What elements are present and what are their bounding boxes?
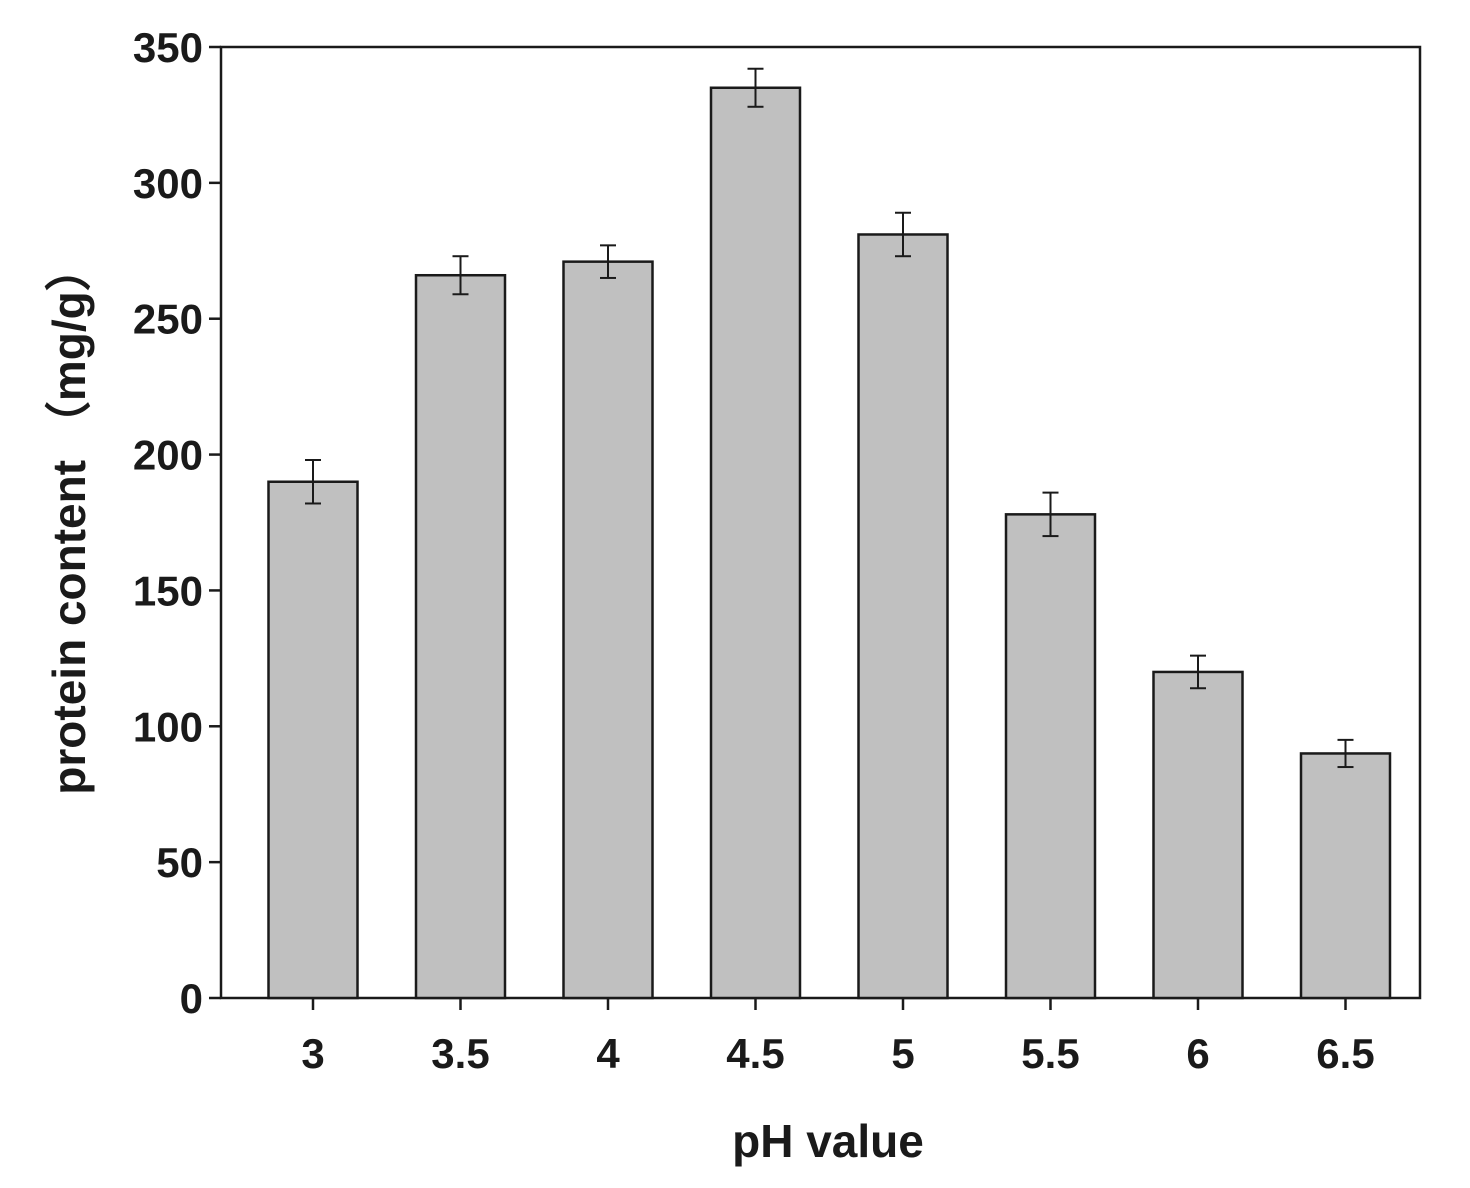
y-axis: 0 50 100 150 200 250 300 350 (133, 24, 221, 1022)
x-tick-label: 4.5 (726, 1030, 784, 1077)
x-axis: 3 3.5 4 4.5 5 5.5 6 6.5 (301, 998, 1375, 1077)
y-tick-label: 200 (133, 432, 203, 479)
y-axis-title: protein content （mg/g） (43, 245, 95, 794)
bar (562, 260, 654, 1000)
x-tick-label: 4 (596, 1030, 620, 1077)
bar (1299, 752, 1392, 1000)
y-tick-label: 350 (133, 24, 203, 71)
y-tick-label: 0 (180, 975, 203, 1022)
x-tick-label: 5 (891, 1030, 914, 1077)
y-tick-label: 50 (156, 839, 203, 886)
y-tick-label: 100 (133, 703, 203, 750)
y-tick-label: 250 (133, 296, 203, 343)
bar (267, 480, 359, 1000)
bar (1004, 513, 1097, 1000)
bar (857, 233, 949, 1000)
plot-frame (219, 45, 1422, 1000)
x-axis-title: pH value (732, 1115, 924, 1167)
error-bars-group (305, 67, 1354, 769)
y-tick-label: 300 (133, 160, 203, 207)
bar (709, 86, 802, 1000)
bar (1152, 670, 1244, 1000)
x-tick-label: 3 (301, 1030, 324, 1077)
y-tick-label: 150 (133, 567, 203, 614)
x-tick-label: 5.5 (1021, 1030, 1079, 1077)
bars-group (267, 86, 1392, 1000)
bar (414, 273, 507, 1000)
x-tick-label: 6 (1186, 1030, 1209, 1077)
x-tick-label: 6.5 (1316, 1030, 1374, 1077)
x-tick-label: 3.5 (431, 1030, 489, 1077)
